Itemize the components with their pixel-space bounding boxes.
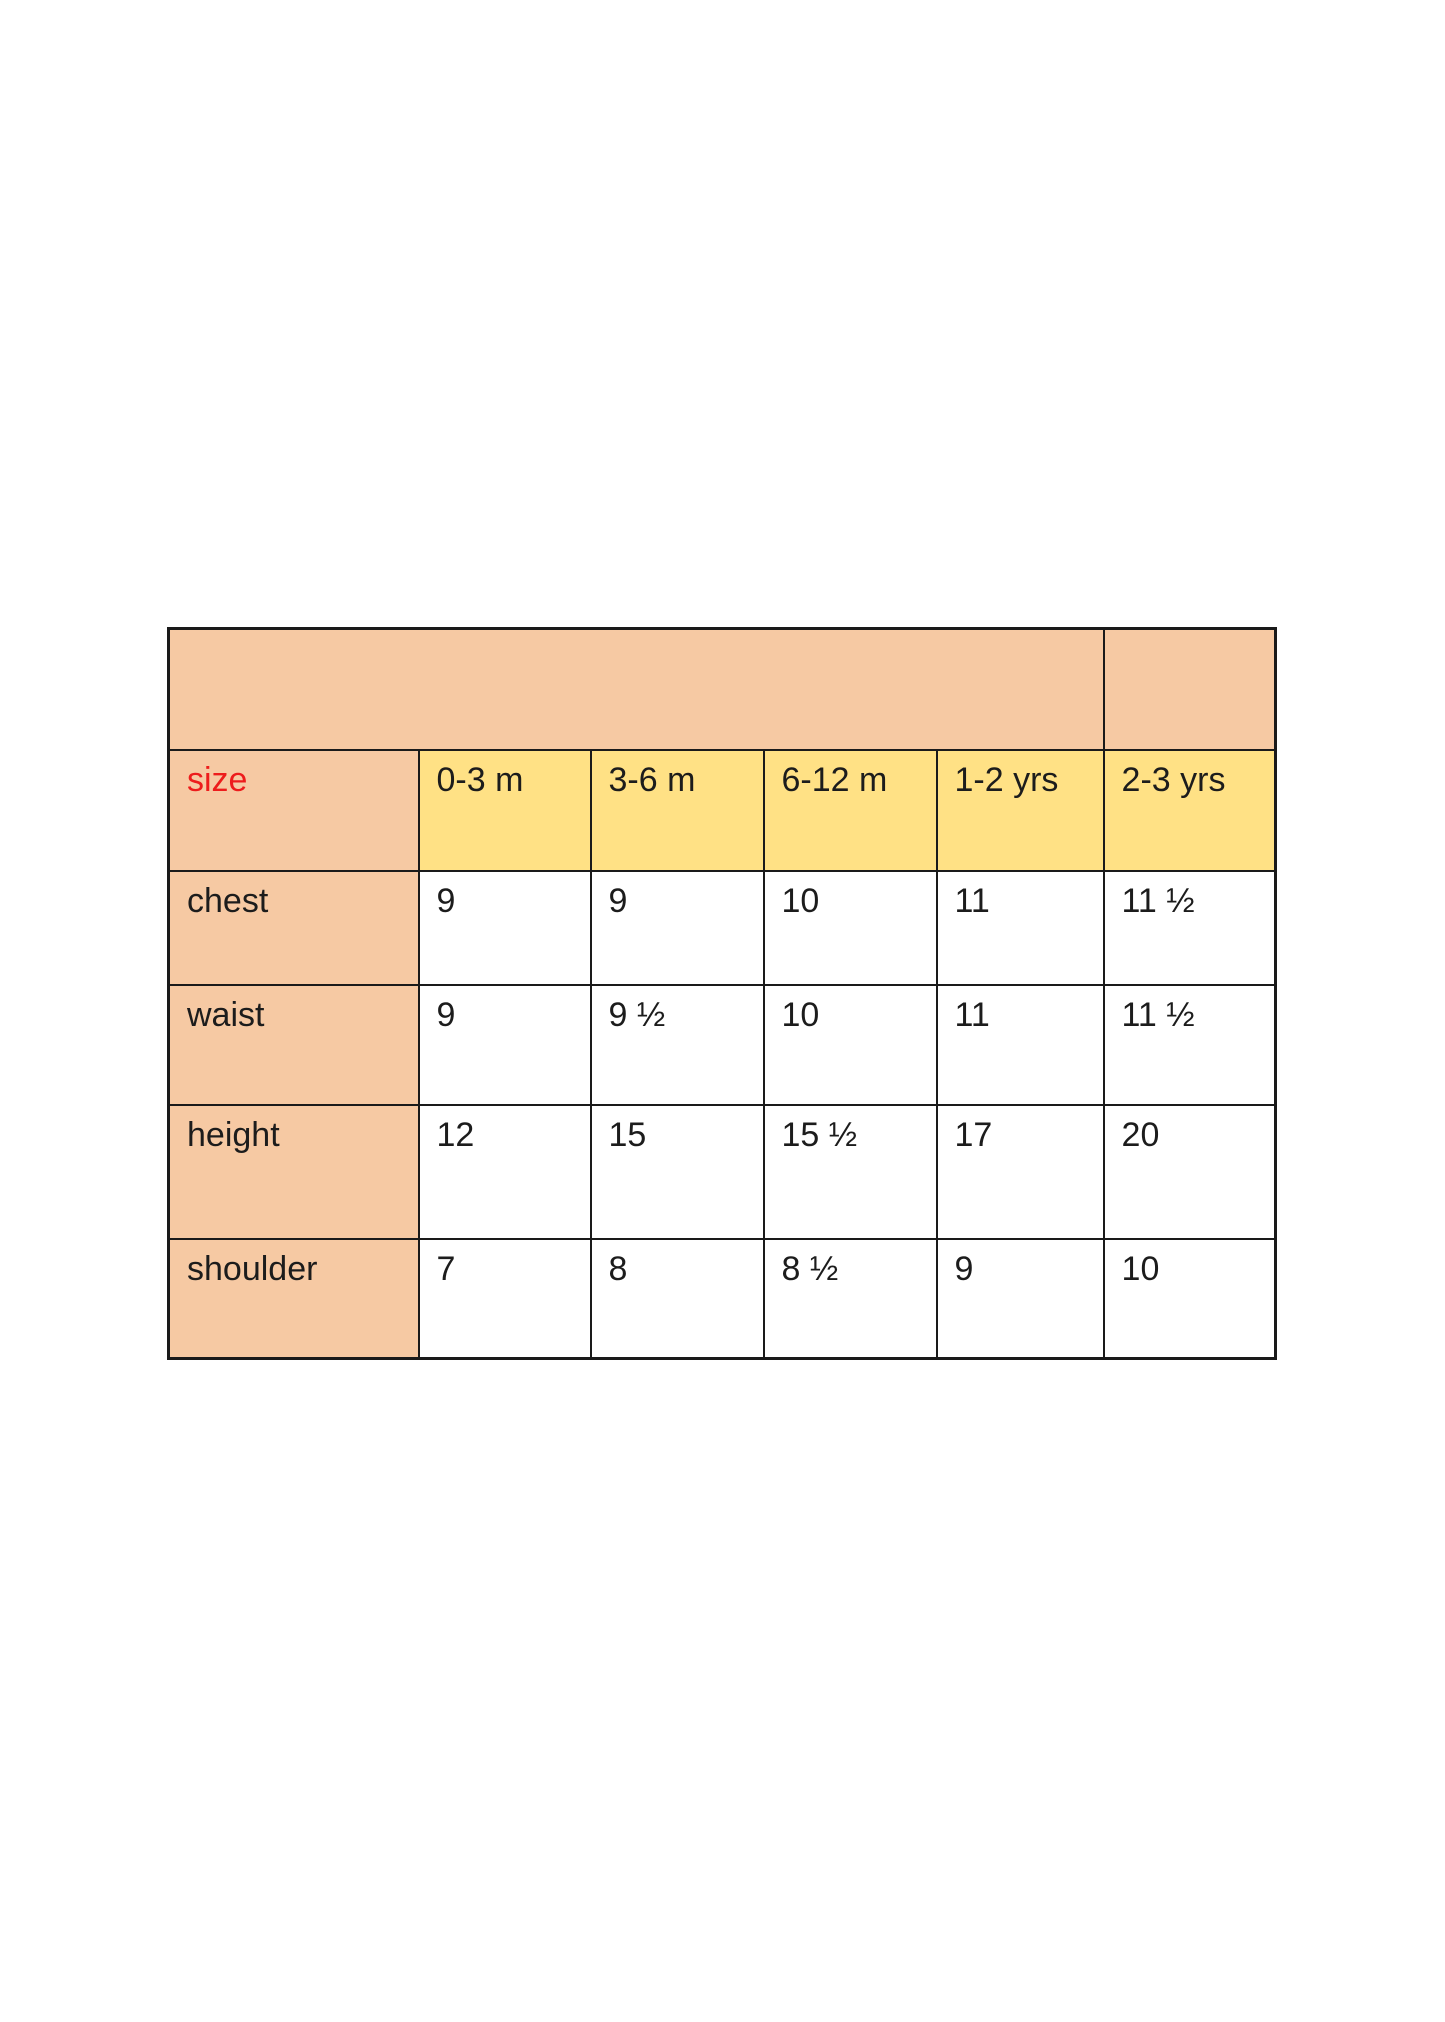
value-cell: 11 (935, 869, 1105, 986)
value-cell: 11 (935, 983, 1105, 1106)
value-cell: 9 ½ (589, 983, 765, 1106)
value-cell: 11 ½ (1102, 983, 1277, 1106)
banner-row (167, 627, 1277, 751)
header-cell-3-6m: 3-6 m (589, 748, 765, 872)
value-cell: 7 (417, 1237, 592, 1360)
value-cell: 10 (762, 869, 938, 986)
row-label-height: height (167, 1103, 420, 1240)
value-cell: 8 ½ (762, 1237, 938, 1360)
value-cell: 17 (935, 1103, 1105, 1240)
table-row-shoulder: shoulder 7 8 8 ½ 9 10 (167, 1237, 1277, 1360)
size-chart-table: size 0-3 m 3-6 m 6-12 m 1-2 yrs 2-3 yrs … (167, 627, 1278, 1360)
row-label-shoulder: shoulder (167, 1237, 420, 1360)
row-label-chest: chest (167, 869, 420, 986)
value-cell: 12 (417, 1103, 592, 1240)
value-cell: 9 (935, 1237, 1105, 1360)
table-row-waist: waist 9 9 ½ 10 11 11 ½ (167, 983, 1277, 1106)
value-cell: 15 (589, 1103, 765, 1240)
value-cell: 15 ½ (762, 1103, 938, 1240)
value-cell: 10 (762, 983, 938, 1106)
row-label-waist: waist (167, 983, 420, 1106)
header-cell-1-2yrs: 1-2 yrs (935, 748, 1105, 872)
table-row-height: height 12 15 15 ½ 17 20 (167, 1103, 1277, 1240)
header-cell-2-3yrs: 2-3 yrs (1102, 748, 1277, 872)
value-cell: 20 (1102, 1103, 1277, 1240)
header-row: size 0-3 m 3-6 m 6-12 m 1-2 yrs 2-3 yrs (167, 748, 1277, 872)
banner-left-cell (167, 627, 1105, 751)
size-label-cell: size (167, 748, 420, 872)
value-cell: 9 (417, 869, 592, 986)
header-cell-6-12m: 6-12 m (762, 748, 938, 872)
table-row-chest: chest 9 9 10 11 11 ½ (167, 869, 1277, 986)
banner-right-cell (1102, 627, 1277, 751)
header-cell-0-3m: 0-3 m (417, 748, 592, 872)
value-cell: 11 ½ (1102, 869, 1277, 986)
value-cell: 9 (589, 869, 765, 986)
value-cell: 9 (417, 983, 592, 1106)
value-cell: 8 (589, 1237, 765, 1360)
value-cell: 10 (1102, 1237, 1277, 1360)
